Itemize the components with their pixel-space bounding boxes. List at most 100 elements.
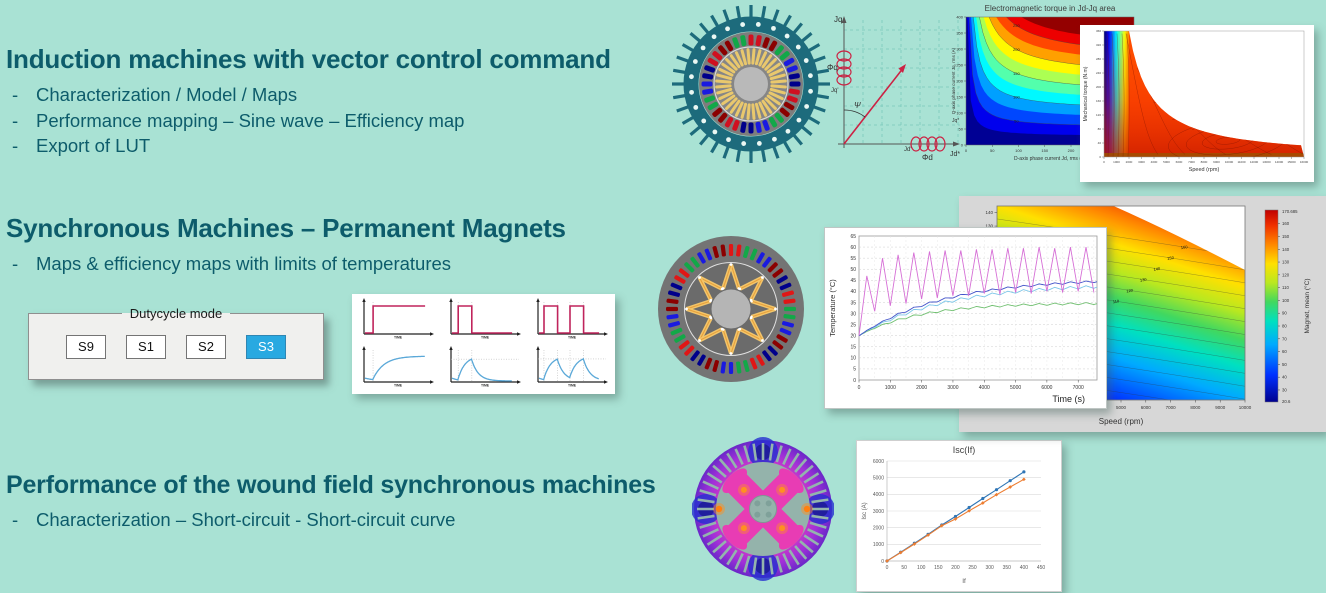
svg-text:110: 110 [1282,285,1289,290]
svg-text:9000: 9000 [1213,160,1220,164]
svg-text:60: 60 [1282,349,1287,354]
svg-text:250: 250 [956,63,963,68]
svg-text:12000: 12000 [1250,160,1259,164]
svg-text:Φd: Φd [922,153,933,162]
svg-text:3000: 3000 [1138,160,1145,164]
svg-text:150: 150 [934,565,943,571]
svg-text:Temperature (°C): Temperature (°C) [828,279,837,337]
svg-text:65: 65 [850,234,856,240]
svg-text:TIME: TIME [394,384,403,388]
duty-mode-button-s2[interactable]: S2 [186,334,226,359]
svg-text:D-axis phase current Jd, rms (: D-axis phase current Jd, rms (A) [1014,156,1086,162]
wound-machine-svg [691,437,835,581]
svg-text:2000: 2000 [1126,160,1133,164]
svg-text:Ψ: Ψ [854,101,861,110]
svg-text:3000: 3000 [947,385,958,391]
svg-text:5000: 5000 [873,475,884,481]
svg-text:400: 400 [1020,565,1029,571]
svg-text:1000: 1000 [885,385,896,391]
svg-text:200: 200 [951,565,960,571]
svg-text:2000: 2000 [873,525,884,531]
svg-text:Isc(If): Isc(If) [953,445,976,455]
svg-text:60: 60 [850,245,856,251]
svg-text:160: 160 [1282,221,1290,226]
dq-axis-vector-diagram: Jq Φq Jq' Ψ Jd' Φd Jd* [826,12,964,169]
svg-text:5000: 5000 [1163,160,1170,164]
svg-text:50: 50 [1282,362,1287,367]
svg-text:100: 100 [956,111,963,116]
torque-speed-map-svg: 0 1000 2000 3000 4000 5000 6000 7000 8000 9000 100… [1083,29,1309,173]
svg-text:40: 40 [1098,141,1102,145]
bullet-item: Performance mapping – Sine wave – Effici… [10,108,611,134]
svg-text:4000: 4000 [979,385,990,391]
svg-text:8000: 8000 [1190,405,1201,410]
svg-text:11000: 11000 [1237,160,1245,164]
svg-text:Jq*: Jq* [952,118,959,124]
section-synchronous-pm: Synchronous Machines – Permanent Magnets… [6,213,566,277]
svg-text:20: 20 [850,333,856,339]
svg-text:Jd*: Jd* [950,151,960,158]
svg-text:130: 130 [1282,260,1290,265]
svg-text:250: 250 [1013,23,1020,28]
duty-mode-button-s3[interactable]: S3 [246,334,286,359]
duty-mode-button-s9[interactable]: S9 [66,334,106,359]
svg-text:Electromagnetic torque in Jd-J: Electromagnetic torque in Jd-Jq area [985,4,1116,13]
svg-text:0: 0 [858,385,861,391]
waveforms-svg: TIME TIME TIME TIME TIME TIME [362,298,608,388]
svg-text:150: 150 [1282,234,1290,239]
svg-text:400: 400 [956,15,963,20]
svg-text:5000: 5000 [1010,385,1021,391]
svg-text:100: 100 [1013,95,1020,100]
bullet-list: Characterization / Model / MapsPerforman… [10,82,611,159]
svg-text:0: 0 [886,565,889,571]
section-title: Induction machines with vector control c… [6,44,611,74]
svg-text:70: 70 [1282,336,1287,341]
section-title: Synchronous Machines – Permanent Magnets [6,213,566,243]
svg-text:0: 0 [1099,155,1101,159]
svg-text:350: 350 [1003,565,1012,571]
svg-text:6000: 6000 [1176,160,1183,164]
svg-text:1000: 1000 [873,542,884,548]
svg-text:TIME: TIME [481,336,490,340]
svg-text:10: 10 [850,356,856,362]
svg-text:50: 50 [959,127,964,132]
svg-text:Speed (rpm): Speed (rpm) [1189,167,1220,173]
dutycycle-legend: Dutycycle mode [129,306,223,321]
svg-text:160: 160 [1096,99,1101,103]
isc-if-line-chart: Isc(If) 0 1000 2000 3000 4000 5000 6000 0 50 100 15… [856,440,1062,592]
bullet-list: Characterization – Short-circuit - Short… [10,507,656,533]
duty-mode-button-s1[interactable]: S1 [126,334,166,359]
svg-text:150: 150 [956,95,963,100]
svg-text:50: 50 [850,267,856,273]
svg-text:TIME: TIME [481,384,490,388]
svg-text:10000: 10000 [1225,160,1234,164]
bullet-item: Maps & efficiency maps with limits of te… [10,251,566,277]
svg-text:25: 25 [850,322,856,328]
svg-text:14000: 14000 [1275,160,1284,164]
section-wound-field: Performance of the wound field synchrono… [6,471,656,533]
bullet-list: Maps & efficiency maps with limits of te… [10,251,566,277]
svg-text:150: 150 [1167,255,1175,261]
svg-text:300: 300 [985,565,994,571]
svg-text:450: 450 [1037,565,1046,571]
svg-text:100: 100 [1282,298,1290,303]
pm-machine [658,236,804,382]
svg-text:90: 90 [1282,311,1287,316]
svg-text:80: 80 [1282,324,1287,329]
svg-text:350: 350 [956,31,963,36]
svg-text:130: 130 [985,224,993,229]
svg-text:110: 110 [1112,298,1120,304]
svg-text:6000: 6000 [1041,385,1052,391]
svg-text:130: 130 [1140,277,1148,283]
bullet-item: Export of LUT [10,133,611,159]
svg-text:20.6: 20.6 [1282,399,1291,404]
svg-text:0: 0 [1103,160,1105,164]
svg-text:Jd': Jd' [904,147,911,153]
svg-text:0: 0 [853,378,856,384]
svg-text:50: 50 [901,565,907,571]
svg-text:15: 15 [850,345,856,351]
svg-text:Magnet, mean (°C): Magnet, mean (°C) [1303,279,1311,334]
svg-text:5000: 5000 [1116,405,1127,410]
bullet-item: Characterization / Model / Maps [10,82,611,108]
